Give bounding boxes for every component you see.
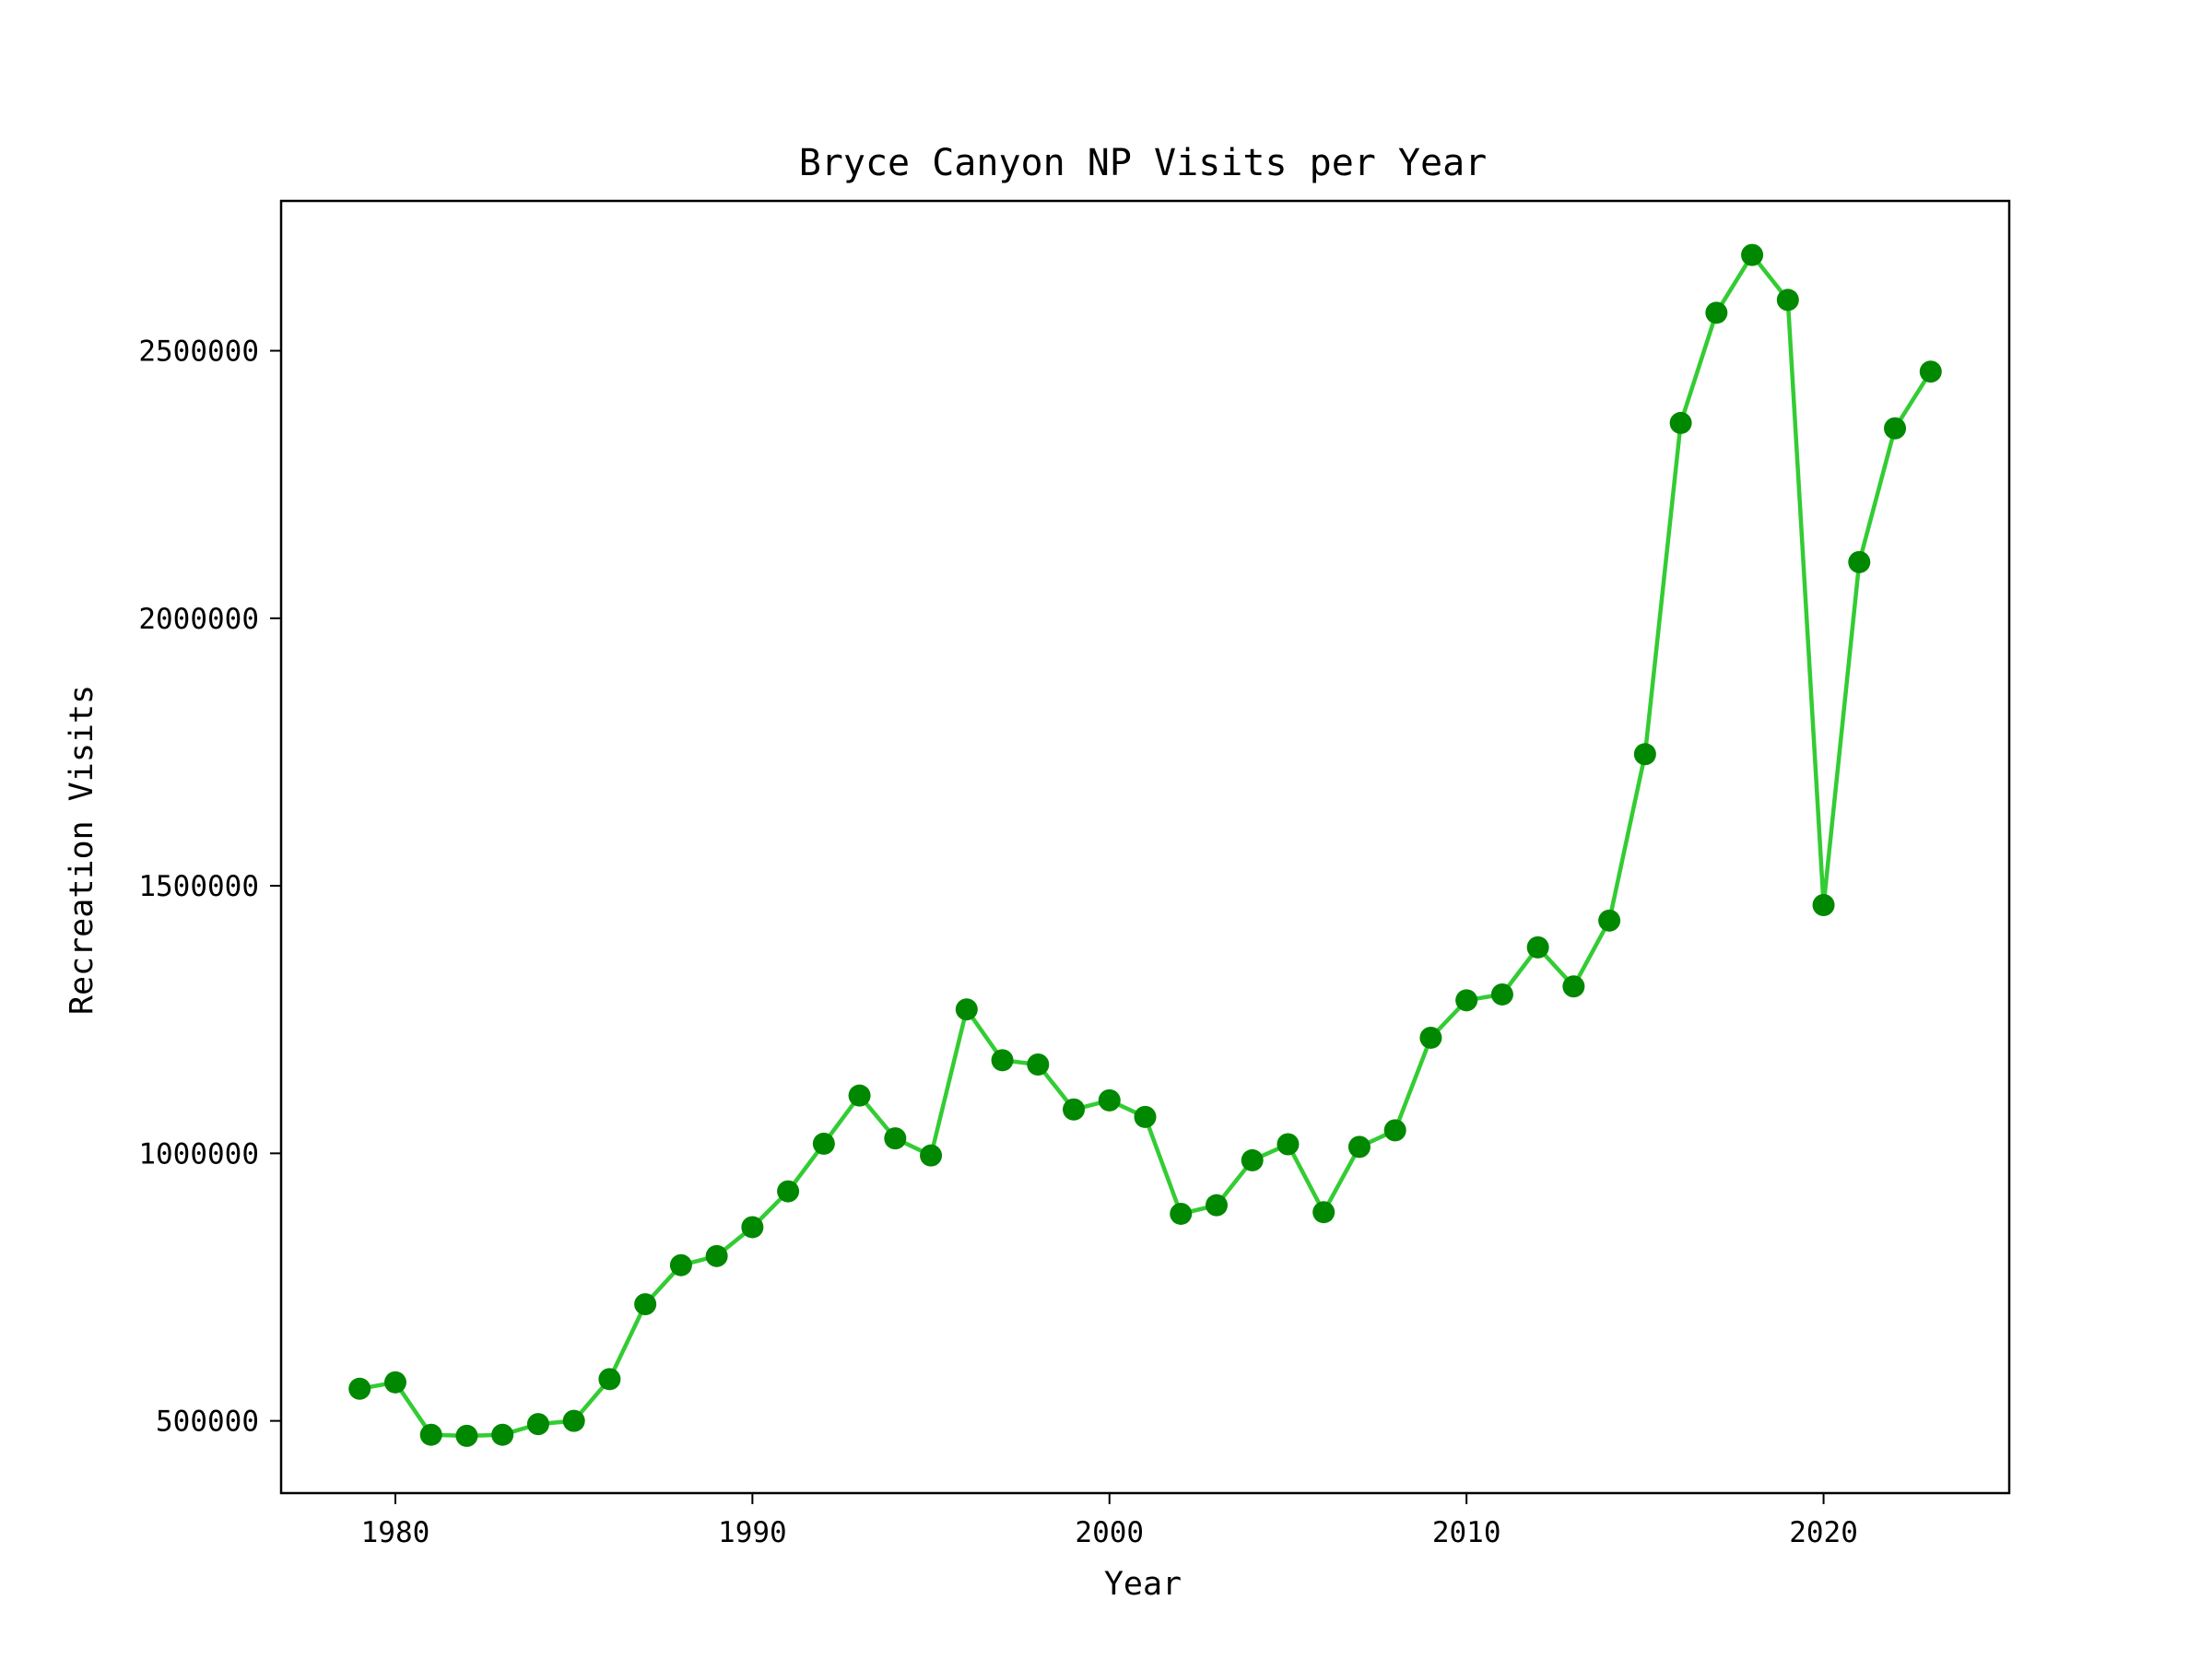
y-tick-label: 500000 [156,1406,259,1439]
data-point [669,1253,692,1277]
data-point [1312,1201,1335,1224]
data-point [1741,243,1764,266]
x-tick-label: 2000 [1075,1516,1144,1549]
data-point [348,1377,371,1400]
data-point [1383,1119,1406,1142]
plot-frame [279,199,2011,1495]
data-point [1633,743,1656,766]
data-point [1884,417,1907,440]
data-point [1455,989,1478,1012]
x-tick-label: 1990 [718,1516,787,1549]
data-point [1027,1053,1050,1076]
data-point [1347,1135,1371,1159]
data-point [920,1144,943,1167]
data-point [1419,1026,1442,1049]
data-point [1526,935,1549,959]
x-axis: 1980 1990 2000 2010 2020 [361,1493,1858,1549]
data-point [777,1180,800,1203]
data-point [526,1413,549,1436]
data-point [1598,909,1621,932]
y-tick-label: 2000000 [138,603,259,636]
x-tick-label: 2010 [1432,1516,1501,1549]
data-point [1776,288,1799,312]
data-point [1848,550,1871,573]
data-point [884,1127,907,1150]
data-point [455,1424,478,1447]
data-point [1205,1194,1228,1217]
data-point [383,1371,406,1394]
y-tick-label: 2500000 [138,335,259,369]
y-tick-label: 1000000 [138,1137,259,1171]
y-axis-label: Recreation Visits [64,685,100,1015]
data-point [1705,301,1728,324]
data-point [1919,360,1942,383]
chart-title: Bryce Canyon NP Visits per Year [799,142,1488,184]
y-tick-label: 1500000 [138,870,259,903]
data-point [1063,1098,1086,1121]
data-point [1812,893,1835,916]
data-point [1098,1088,1121,1112]
data-point [812,1132,835,1155]
data-point [741,1216,764,1239]
data-point [1170,1202,1193,1225]
series-line [359,253,1933,1439]
x-tick-label: 1980 [361,1516,430,1549]
data-point [1277,1133,1300,1156]
data-point [1669,411,1692,434]
data-point [1562,975,1585,998]
data-point [1241,1148,1264,1171]
data-point [705,1244,728,1267]
data-point [848,1084,871,1107]
data-point [955,998,978,1021]
x-tick-label: 2020 [1789,1516,1858,1549]
data-point [1134,1105,1157,1128]
data-point [491,1423,514,1446]
data-point [1490,982,1513,1006]
y-axis: 500000 1000000 1500000 2000000 2500000 [138,335,281,1439]
data-point [419,1423,442,1446]
data-point [634,1293,657,1316]
data-point [562,1409,585,1432]
data-point [598,1368,621,1391]
data-point [991,1049,1014,1072]
plot-area [279,199,2011,1495]
x-axis-label: Year [1104,1566,1182,1603]
